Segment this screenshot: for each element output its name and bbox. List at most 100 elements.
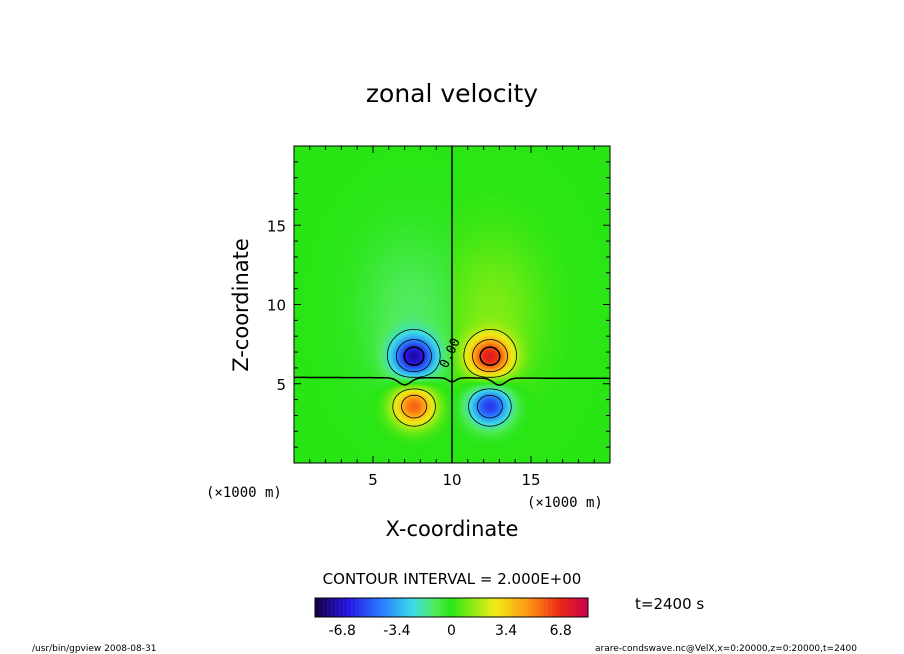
colorbar-cell <box>543 598 549 617</box>
zero-contour-horizontal <box>294 376 610 386</box>
colorbar-cell <box>363 598 368 617</box>
colorbar-cell <box>455 598 460 617</box>
colorbar-cell <box>391 598 396 617</box>
colorbar-cell <box>507 598 513 617</box>
y-axis-label: Z-coordinate <box>229 238 253 372</box>
colorbar-cell <box>331 598 336 617</box>
colorbar-cell <box>315 598 320 617</box>
colorbar-cell <box>527 598 533 617</box>
contour-level <box>401 339 508 419</box>
colorbar-cell <box>583 598 589 617</box>
contour-level <box>403 346 425 366</box>
colorbar-cell <box>479 598 484 617</box>
colorbar-cell <box>523 598 529 617</box>
colorbar-cell <box>335 598 340 617</box>
colorbar-cell <box>571 598 577 617</box>
colorbar-cell <box>427 598 432 617</box>
colorbar-cell <box>415 598 420 617</box>
colorbar-cell <box>423 598 428 617</box>
colorbar-tick-label: -6.8 <box>329 623 356 639</box>
x-tick-label: 15 <box>521 471 540 489</box>
colorbar-cell <box>407 598 412 617</box>
colorbar-cell <box>339 598 344 617</box>
colorbar-cell <box>431 598 436 617</box>
colorbar-cell <box>555 598 561 617</box>
colorbar-tick-label: -3.4 <box>383 623 410 639</box>
colorbar-cell <box>419 598 424 617</box>
colorbar-cell <box>359 598 364 617</box>
contour-level <box>392 329 517 427</box>
contour-level <box>479 346 501 366</box>
x-tick-label: 5 <box>368 471 378 489</box>
colorbar-cell <box>343 598 348 617</box>
contour-level <box>387 329 512 427</box>
colorbar-cell <box>443 598 448 617</box>
colorbar-cell <box>531 598 537 617</box>
colorbar-cell <box>347 598 352 617</box>
colorbar-tick-label: 3.4 <box>495 623 517 639</box>
contour-level <box>396 339 503 419</box>
colorbar-cell <box>327 598 332 617</box>
colorbar-cell <box>399 598 404 617</box>
colorbar-cell <box>499 598 504 617</box>
y-tick-label: 15 <box>267 217 286 235</box>
colorbar-cell <box>559 598 565 617</box>
time-label: t=2400 s <box>635 595 704 613</box>
colorbar-cell <box>383 598 388 617</box>
colorbar-cell <box>439 598 444 617</box>
colorbar-cell <box>511 598 517 617</box>
colorbar-cell <box>451 598 456 617</box>
colorbar-cell <box>463 598 468 617</box>
colorbar-cell <box>379 598 384 617</box>
colorbar-cell <box>487 598 492 617</box>
colorbar-cell <box>375 598 380 617</box>
x-unit-label: (×1000 m) <box>527 495 603 511</box>
y-tick-label: 10 <box>267 297 286 315</box>
chart-title: zonal velocity <box>366 79 538 108</box>
colorbar-tick-label: 6.8 <box>550 623 572 639</box>
x-axis-label: X-coordinate <box>386 517 519 541</box>
colorbar-cell <box>411 598 416 617</box>
colorbar-cell <box>355 598 360 617</box>
footer-left: /usr/bin/gpview 2008-08-31 <box>32 644 156 654</box>
contour-interval-label: CONTOUR INTERVAL = 2.000E+00 <box>323 570 582 588</box>
colorbar-cell <box>471 598 476 617</box>
colorbar-cell <box>491 598 496 617</box>
colorbar-cell <box>447 598 452 617</box>
colorbar-frame <box>314 597 589 618</box>
colorbar-cell <box>579 598 585 617</box>
colorbar-cell <box>435 598 440 617</box>
colorbar-cell <box>387 598 392 617</box>
colorbar-cell <box>467 598 472 617</box>
colorbar-cell <box>519 598 525 617</box>
x-tick-label: 10 <box>442 471 461 489</box>
colorbar-cell <box>539 598 545 617</box>
colorbar-cell <box>371 598 376 617</box>
colorbar: -6.8 -3.4 0 3.4 6.8 <box>314 597 589 639</box>
colorbar-cell <box>547 598 553 617</box>
colorbar-cell <box>323 598 328 617</box>
colorbar-cell <box>351 598 356 617</box>
y-tick-label: 5 <box>276 376 286 394</box>
colorbar-cell <box>495 598 500 617</box>
colorbar-cell <box>483 598 488 617</box>
colorbar-cell <box>535 598 541 617</box>
colorbar-cell <box>403 598 408 617</box>
colorbar-cell <box>515 598 521 617</box>
colorbar-cell <box>575 598 581 617</box>
colorbar-cell <box>567 598 573 617</box>
y-unit-label: (×1000 m) <box>206 485 282 501</box>
colorbar-cell <box>319 598 324 617</box>
axis-ticks: 5 10 15 5 10 15 <box>267 146 610 489</box>
colorbar-strip <box>315 598 589 617</box>
colorbar-cell <box>395 598 400 617</box>
footer-right: arare-condswave.nc@VelX,x=0:20000,z=0:20… <box>595 644 857 654</box>
colorbar-cell <box>551 598 557 617</box>
colorbar-cell <box>563 598 569 617</box>
contour-lines <box>294 146 610 463</box>
colorbar-ticks: -6.8 -3.4 0 3.4 6.8 <box>329 623 572 639</box>
colorbar-cell <box>459 598 464 617</box>
colorbar-tick-label: 0 <box>447 623 456 639</box>
